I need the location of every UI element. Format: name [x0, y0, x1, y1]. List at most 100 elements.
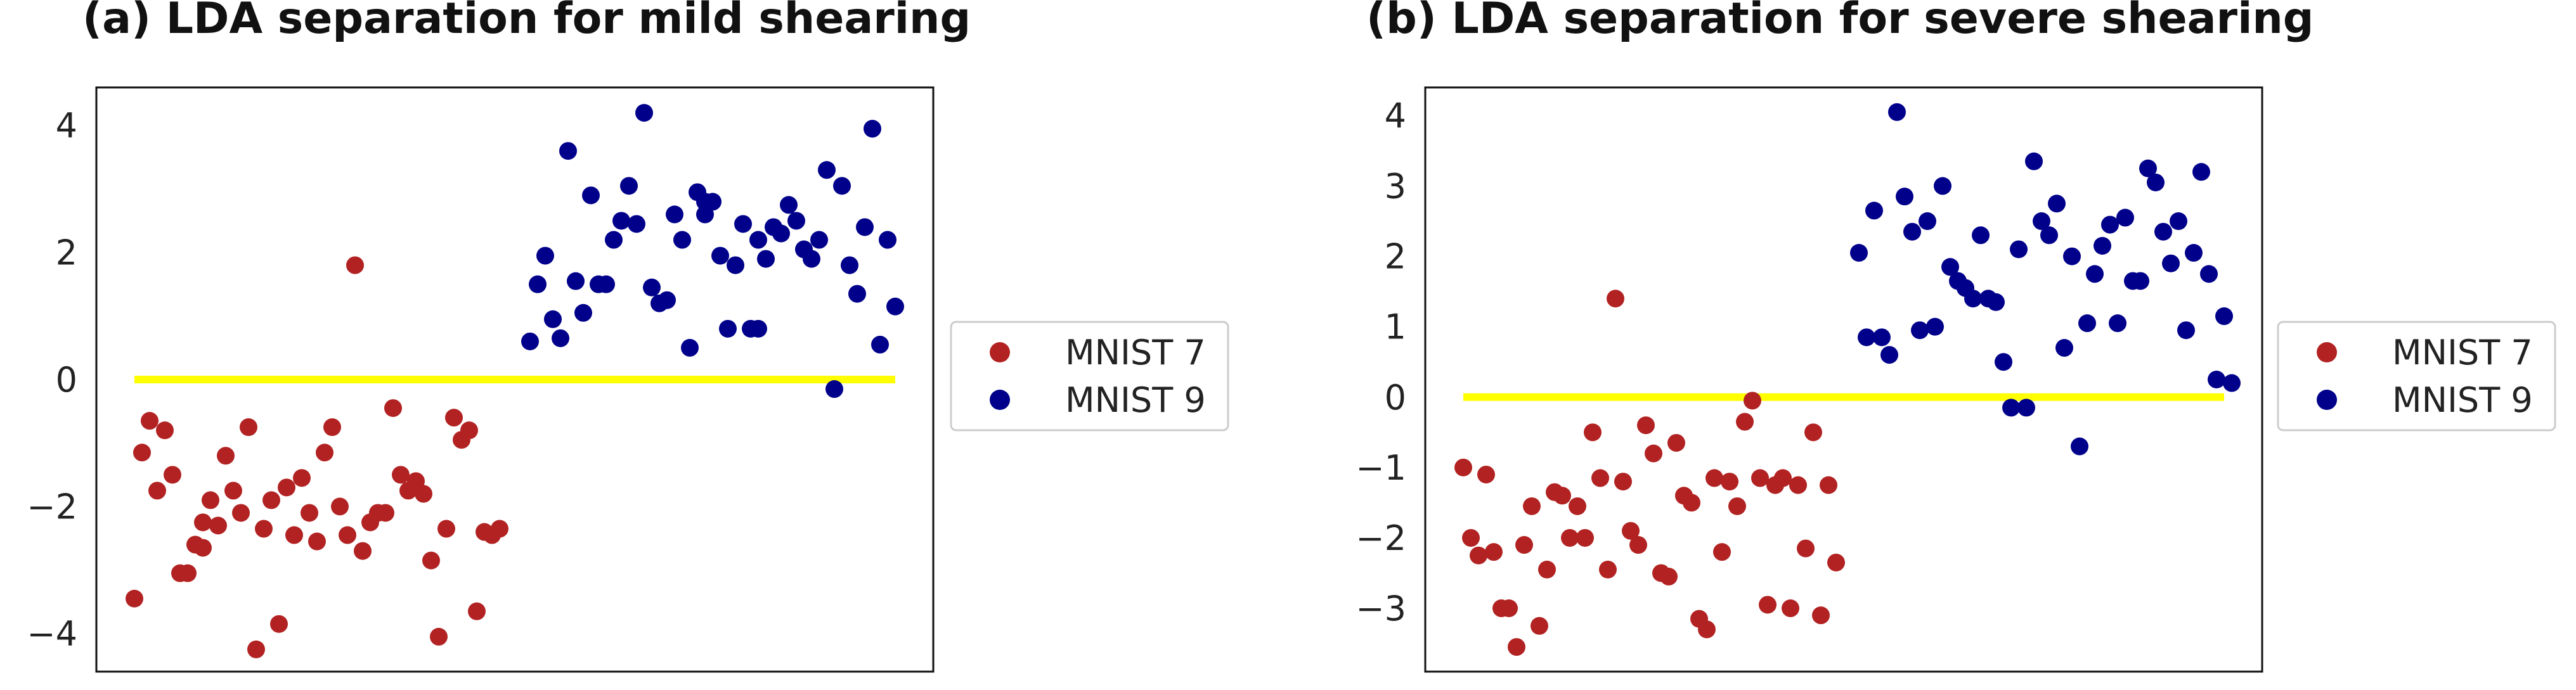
panel-a-point-mnist7 [445, 409, 463, 427]
panel-a-point-mnist9 [780, 196, 798, 214]
panel-a-point-mnist9 [825, 380, 843, 399]
panel-b-point-mnist7 [1523, 497, 1541, 515]
panel-b-legend-marker-mnist9 [2317, 390, 2337, 410]
panel-b-ytick-label: −2 [1356, 518, 1406, 558]
panel-a-point-mnist9 [719, 319, 737, 338]
panel-b-point-mnist7 [1470, 546, 1487, 565]
panel-b-legend-marker-mnist7 [2317, 342, 2337, 362]
panel-b-point-mnist7 [1782, 599, 1799, 618]
panel-a-point-mnist9 [818, 161, 836, 179]
panel-b-point-mnist7 [1812, 606, 1830, 625]
panel-b-point-mnist9 [1850, 244, 1868, 262]
panel-b-point-mnist7 [1629, 536, 1647, 554]
panel-b-point-mnist7 [1774, 469, 1792, 487]
panel-a-point-mnist9 [620, 177, 638, 195]
panel-a-ytick-label: −2 [27, 487, 77, 527]
panel-a-legend: MNIST 7 MNIST 9 [950, 321, 1229, 431]
panel-b-point-mnist9 [2185, 244, 2203, 262]
panel-a-point-mnist7 [179, 564, 197, 582]
panel-b-point-mnist9 [1926, 317, 1944, 336]
panel-b-point-mnist9 [2170, 212, 2187, 231]
panel-a-point-mnist7 [316, 444, 333, 462]
panel-a-point-mnist7 [278, 478, 295, 497]
panel-a-point-mnist9 [749, 231, 767, 249]
panel-b-point-mnist9 [2162, 254, 2180, 272]
panel-a-point-mnist9 [787, 212, 805, 230]
panel-a-legend-marker-mnist7 [990, 342, 1010, 362]
panel-a-title: (a) LDA separation for mild shearing [82, 0, 971, 44]
panel-a-point-mnist7 [194, 539, 212, 557]
panel-b-legend-box [2277, 321, 2556, 431]
panel-b-point-mnist7 [1637, 416, 1655, 435]
panel-b-point-mnist9 [2078, 314, 2096, 333]
panel-b-point-mnist7 [1759, 596, 1777, 614]
panel-a-point-mnist7 [468, 602, 486, 620]
panel-a-point-mnist9 [749, 319, 767, 338]
panel-b-point-mnist9 [2048, 195, 2066, 213]
panel-b-point-mnist7 [1683, 494, 1700, 512]
panel-a-point-mnist9 [559, 142, 577, 160]
panel-b-point-mnist9 [2055, 339, 2073, 357]
panel-a-point-mnist7 [232, 504, 250, 522]
panel-b-y-ticks: 4 3 2 1 0 −1 −2 −3 [1356, 96, 1406, 629]
panel-a-legend-marker-mnist9 [990, 390, 1010, 410]
panel-a-point-mnist7 [141, 412, 159, 430]
panel-b-point-mnist7 [1645, 444, 1662, 463]
panel-a-ytick-label: −4 [27, 614, 77, 654]
panel-a-point-mnist7 [164, 466, 181, 484]
panel-a-point-mnist7 [285, 526, 303, 544]
panel-b-point-mnist9 [2071, 437, 2088, 456]
panel-b-point-mnist7 [1599, 560, 1617, 578]
panel-a-point-mnist9 [612, 212, 630, 230]
panel-b-legend-label-mnist7: MNIST 7 [2392, 333, 2533, 373]
panel-a-point-mnist9 [605, 231, 623, 249]
panel-b-point-mnist9 [2116, 208, 2134, 227]
panel-b-point-mnist7 [1531, 617, 1548, 635]
panel-b-point-mnist9 [1911, 321, 1929, 340]
panel-b-axes-frame [1424, 86, 2263, 673]
panel-b-point-mnist9 [2147, 173, 2165, 191]
panel-b-point-mnist7 [1744, 392, 1761, 410]
panel-b-point-mnist7 [1515, 536, 1533, 554]
panel-a-ytick-label: 2 [56, 233, 77, 273]
panel-b-point-mnist9 [2223, 374, 2241, 392]
panel-a-point-mnist9 [643, 278, 661, 297]
panel-a-point-mnist7 [323, 418, 341, 437]
panel-b-point-mnist7 [1728, 497, 1746, 515]
panel-b-point-mnist7 [1454, 458, 1472, 476]
panel-b-point-mnist9 [2094, 236, 2111, 255]
panel-a-point-mnist7 [202, 491, 219, 509]
panel-a-point-mnist9 [711, 246, 729, 265]
panel-a-point-mnist7 [133, 444, 151, 462]
panel-b-point-mnist7 [1705, 469, 1723, 487]
panel-a-point-mnist9 [734, 215, 752, 233]
panel-b-point-mnist9 [1934, 177, 1951, 195]
panel-a-point-mnist9 [727, 256, 744, 274]
panel-b-point-mnist7 [1614, 473, 1632, 491]
panel-a-point-mnist7 [209, 516, 227, 535]
panel-a-point-mnist7 [384, 399, 402, 418]
panel-b: (b) LDA separation for severe shearing 4… [1356, 0, 2556, 673]
panel-a-point-mnist9 [666, 205, 683, 224]
panel-a-point-mnist7 [437, 520, 455, 538]
panel-a-point-mnist7 [422, 551, 440, 570]
panel-b-point-mnist9 [1987, 293, 2005, 311]
panel-a-point-mnist7 [217, 447, 235, 465]
panel-a-point-mnist9 [848, 284, 866, 303]
panel-a-ytick-label: 4 [56, 106, 77, 146]
panel-a-point-mnist9 [658, 291, 676, 309]
panel-a-point-mnist7 [346, 256, 364, 274]
panel-b-point-mnist9 [2040, 226, 2058, 245]
panel-a-point-mnist7 [460, 421, 478, 440]
panel-b-point-mnist7 [1698, 620, 1716, 639]
panel-b-point-mnist7 [1584, 423, 1602, 442]
panel-b-point-mnist9 [2063, 247, 2081, 265]
panel-b-point-mnist7 [1538, 560, 1556, 578]
panel-b-point-mnist9 [2002, 399, 2020, 417]
panel-a-point-mnist7 [354, 542, 372, 560]
panel-b-point-mnist7 [1591, 469, 1609, 487]
panel-a-point-mnist7 [270, 615, 288, 633]
panel-b-point-mnist7 [1721, 473, 1738, 491]
panel-b-ytick-label: −1 [1356, 448, 1406, 488]
